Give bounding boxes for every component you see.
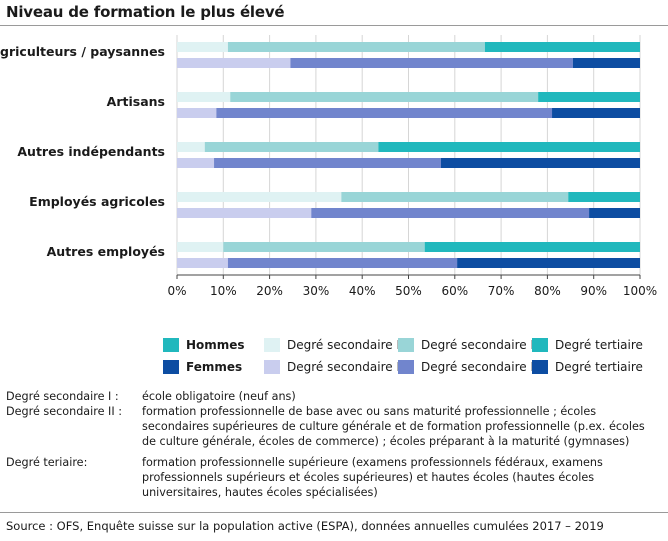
chart-title: Niveau de formation le plus élevé — [6, 3, 285, 21]
bar-hommes-tertiaire — [538, 92, 640, 102]
x-tick-label: 50% — [395, 284, 422, 298]
bar-hommes-sec2 — [227, 42, 485, 52]
bar-hommes-sec2 — [230, 92, 539, 102]
category-label: Agriculteurs / paysannes — [0, 44, 165, 59]
x-tick-label: 60% — [441, 284, 468, 298]
x-tick-label: 40% — [349, 284, 376, 298]
bar-hommes-tertiaire — [484, 42, 640, 52]
x-tick-label: 90% — [580, 284, 607, 298]
bar-femmes-sec1 — [177, 58, 291, 68]
bar-femmes-sec2 — [214, 158, 441, 168]
note-term-sec2: Degré secondaire II : — [6, 405, 122, 418]
bar-femmes-tertiaire — [440, 158, 640, 168]
stacked-bar-chart: Agriculteurs / paysannes Artisans Autres i… — [0, 35, 657, 298]
bar-femmes-sec1 — [177, 108, 217, 118]
note-term-tertiaire: Degré teriaire: — [6, 456, 88, 469]
legend-swatch-hommes-sec1 — [264, 338, 280, 352]
x-tick-label: 100% — [623, 284, 657, 298]
bar-femmes-tertiaire — [552, 108, 640, 118]
legend-label-hommes-sec1: Degré secondaire I — [287, 338, 400, 352]
note-def-sec2: formation professionnelle de base avec o… — [142, 405, 645, 448]
bar-femmes-sec1 — [177, 208, 312, 218]
bar-hommes-sec1 — [177, 142, 205, 152]
bar-hommes-tertiaire — [568, 192, 640, 202]
legend-swatch-hommes-sec2 — [398, 338, 414, 352]
bar-femmes-sec2 — [216, 108, 553, 118]
legend-swatch-femmes — [163, 360, 179, 374]
bar-hommes-tertiaire — [378, 142, 640, 152]
legend-label-hommes-sec2: Degré secondaire II — [421, 338, 538, 352]
bar-hommes-tertiaire — [424, 242, 640, 252]
bar-hommes-sec2 — [341, 192, 569, 202]
bar-hommes-sec1 — [177, 242, 224, 252]
x-tick-label: 80% — [534, 284, 561, 298]
bar-hommes-sec1 — [177, 192, 342, 202]
bar-femmes-sec1 — [177, 158, 215, 168]
legend-swatch-hommes-tert — [532, 338, 548, 352]
bar-hommes-sec1 — [177, 42, 228, 52]
bar-hommes-sec2 — [223, 242, 425, 252]
legend-label-hommes-tert: Degré tertiaire — [555, 338, 643, 352]
legend-label-hommes: Hommes — [186, 338, 245, 352]
source-divider — [0, 512, 668, 513]
bar-hommes-sec2 — [204, 142, 379, 152]
category-label: Autres employés — [47, 244, 165, 259]
category-label: Artisans — [107, 94, 165, 109]
legend-label-femmes-sec2: Degré secondaire II — [421, 360, 538, 374]
note-term-sec1: Degré secondaire I : — [6, 390, 119, 403]
bar-femmes-sec2 — [311, 208, 590, 218]
bar-femmes-sec2 — [227, 258, 458, 268]
legend-label-femmes: Femmes — [186, 360, 243, 374]
x-tick-label: 30% — [303, 284, 330, 298]
note-def-sec1: école obligatoire (neuf ans) — [142, 390, 296, 403]
category-label: Autres indépendants — [17, 144, 165, 159]
legend-swatch-femmes-sec2 — [398, 360, 414, 374]
x-tick-label: 10% — [210, 284, 237, 298]
x-tick-label: 0% — [167, 284, 186, 298]
legend-swatch-femmes-sec1 — [264, 360, 280, 374]
legend-swatch-hommes — [163, 338, 179, 352]
bar-femmes-tertiaire — [457, 258, 640, 268]
title-divider — [0, 25, 668, 26]
legend-label-femmes-tert: Degré tertiaire — [555, 360, 643, 374]
x-tick-label: 70% — [488, 284, 515, 298]
category-label: Employés agricoles — [29, 194, 165, 209]
bar-femmes-sec1 — [177, 258, 228, 268]
legend-swatch-femmes-tert — [532, 360, 548, 374]
bar-femmes-tertiaire — [572, 58, 640, 68]
note-def-tertiaire: formation professionnelle supérieure (ex… — [142, 456, 603, 499]
x-tick-label: 20% — [256, 284, 283, 298]
bar-femmes-sec2 — [290, 58, 573, 68]
source-note: Source : OFS, Enquête suisse sur la popu… — [6, 519, 604, 533]
legend-label-femmes-sec1: Degré secondaire I — [287, 360, 400, 374]
bar-hommes-sec1 — [177, 92, 231, 102]
bar-femmes-tertiaire — [589, 208, 640, 218]
